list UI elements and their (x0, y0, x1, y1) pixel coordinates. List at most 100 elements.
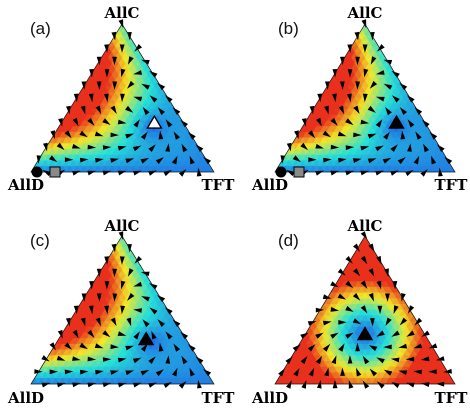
flow-arrow (72, 382, 81, 388)
flow-arrow (50, 130, 55, 140)
flow-arrow (181, 355, 188, 365)
vertex-label-allc: AllC (347, 4, 383, 22)
flow-arrow (308, 367, 315, 377)
flow-arrow (407, 143, 412, 152)
flow-arrow (345, 280, 354, 289)
flow-arrow (308, 157, 317, 162)
flow-arrow (56, 142, 65, 151)
flow-arrow (72, 356, 81, 361)
vertex-label-alld: AllD (7, 176, 44, 194)
flow-arrow (406, 330, 415, 337)
flow-arrow (300, 356, 308, 365)
flow-arrow (163, 170, 172, 177)
panel-label: (c) (30, 231, 50, 250)
flow-arrow (173, 343, 181, 352)
flow-arrow (104, 305, 109, 315)
simplex-outline (30, 23, 215, 173)
flow-arrow (360, 255, 368, 265)
flow-arrow (87, 144, 97, 150)
flow-arrow (72, 117, 79, 127)
flow-arrow (322, 320, 332, 326)
flow-arrow (140, 157, 150, 164)
flow-arrow (362, 44, 368, 53)
vertex-label-tft: TFT (202, 389, 236, 407)
flow-arrow (117, 331, 127, 336)
simplex-outline (274, 23, 456, 173)
flow-arrow (112, 81, 118, 90)
interior-fixed-point (388, 114, 405, 129)
flow-arrow (355, 56, 360, 66)
flow-arrow (376, 381, 385, 389)
flow-arrow (80, 317, 86, 327)
flow-arrow (382, 157, 392, 164)
flow-arrow (332, 93, 337, 103)
flow-arrow (286, 380, 292, 389)
flow-arrow (80, 105, 86, 115)
flow-arrow (148, 144, 156, 152)
flow-arrow (178, 169, 187, 177)
flow-arrow (360, 280, 368, 289)
flow-arrow (338, 158, 347, 163)
flow-arrow (420, 356, 430, 362)
flow-arrow (375, 119, 383, 128)
flow-arrow (352, 318, 362, 325)
flow-arrow (133, 70, 142, 75)
flow-arrows (278, 231, 452, 389)
flow-arrow (345, 170, 355, 176)
simplex-outline (30, 235, 215, 385)
panel-d: (d) AllC AllD TFT (251, 217, 468, 407)
flow-arrow (345, 256, 353, 264)
flow-arrow (133, 170, 142, 176)
flow-arrow (354, 31, 360, 41)
flow-arrow (42, 170, 52, 177)
flow-arrow (72, 329, 79, 339)
flow-arrow (375, 70, 385, 75)
flow-arrow (385, 293, 390, 302)
flow-arrow (347, 69, 353, 78)
flow-arrow (94, 131, 104, 137)
flow-arrow (125, 105, 134, 113)
flow-arrow (360, 170, 369, 176)
flow-arrow (110, 158, 119, 163)
flow-arrow (128, 268, 134, 277)
flow-arrow (133, 308, 142, 313)
flow-arrow (331, 355, 337, 365)
flow-arrow (96, 81, 102, 90)
flow-arrow (120, 68, 126, 78)
flow-arrow (405, 170, 414, 177)
flow-arrow (178, 381, 187, 389)
vertex-label-allc: AllC (104, 4, 140, 22)
flow-arrow (102, 118, 111, 125)
flow-arrow (110, 105, 117, 114)
flow-arrow (338, 320, 347, 325)
flow-arrow (339, 81, 345, 90)
flow-arrow (322, 343, 331, 352)
flow-arrow (390, 144, 398, 152)
flow-arrow (110, 317, 117, 327)
panel-a: (a) AllC AllD TFT (7, 4, 235, 194)
flow-arrow (125, 158, 135, 164)
flow-arrow (413, 343, 423, 349)
flow-arrow (421, 330, 430, 337)
flow-arrow (171, 155, 178, 165)
flow-arrow (322, 294, 332, 299)
flow-arrow (120, 93, 125, 103)
flow-arrow (353, 268, 361, 277)
flow-arrow (140, 131, 148, 140)
flow-arrow (149, 307, 158, 315)
flow-arrow (390, 170, 399, 176)
flow-arrow (385, 106, 392, 116)
flow-arrow (398, 370, 408, 375)
flow-arrow (104, 281, 110, 290)
flow-arrow (377, 44, 385, 52)
flow-arrow (337, 131, 347, 137)
flow-arrow (383, 83, 393, 90)
flow-arrow (363, 68, 369, 78)
flow-arrow (87, 356, 97, 362)
flow-arrow (102, 170, 112, 176)
flow-arrow (79, 369, 89, 375)
vertex-label-alld: AllD (251, 389, 288, 407)
flow-arrow (110, 370, 119, 375)
flow-arrow (49, 342, 56, 351)
flow-arrow (420, 169, 428, 177)
